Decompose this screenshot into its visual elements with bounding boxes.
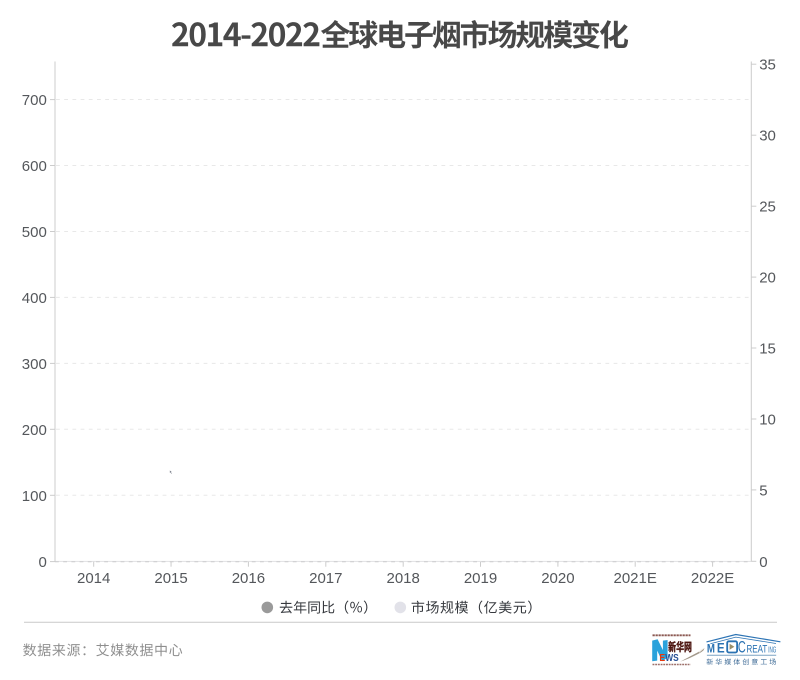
svg-text:WS: WS: [665, 653, 679, 664]
svg-text:20: 20: [759, 270, 776, 287]
svg-text:400: 400: [22, 290, 47, 307]
svg-text:500: 500: [22, 224, 47, 241]
svg-text:15: 15: [759, 340, 776, 357]
svg-text:30: 30: [759, 128, 776, 145]
svg-text:700: 700: [22, 92, 47, 109]
svg-text:ING: ING: [768, 646, 776, 655]
svg-text:REAT: REAT: [747, 644, 768, 656]
svg-text:100: 100: [22, 488, 47, 505]
svg-text:35: 35: [759, 57, 776, 74]
svg-text:0: 0: [759, 554, 767, 571]
svg-text:2018: 2018: [387, 570, 420, 587]
svg-text:600: 600: [22, 158, 47, 175]
svg-text:25: 25: [759, 199, 776, 216]
svg-text:10: 10: [759, 411, 776, 428]
svg-text:C: C: [738, 637, 746, 656]
svg-text:2019: 2019: [464, 570, 497, 587]
svg-text:200: 200: [22, 422, 47, 439]
svg-text:2014: 2014: [77, 570, 110, 587]
svg-text:2021E: 2021E: [614, 570, 657, 587]
svg-text:2017: 2017: [309, 570, 342, 587]
svg-text:5: 5: [759, 482, 767, 499]
svg-text:0: 0: [38, 554, 46, 571]
svg-text:300: 300: [22, 356, 47, 373]
svg-text:E: E: [659, 653, 665, 664]
svg-text:2020: 2020: [541, 570, 574, 587]
svg-text:M: M: [707, 643, 715, 656]
svg-text:E: E: [717, 641, 725, 656]
svg-text:2015: 2015: [154, 570, 187, 587]
svg-text:2016: 2016: [232, 570, 265, 587]
svg-text:2022E: 2022E: [691, 570, 734, 587]
